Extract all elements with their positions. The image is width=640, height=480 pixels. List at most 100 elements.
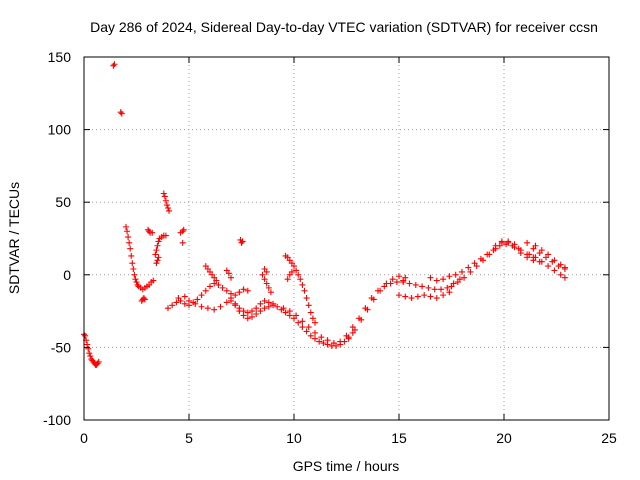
data-point xyxy=(427,293,434,300)
data-point xyxy=(232,300,239,307)
data-point xyxy=(557,271,564,278)
data-point xyxy=(393,279,400,286)
data-point xyxy=(286,308,293,315)
data-point xyxy=(438,286,444,293)
data-point xyxy=(125,234,132,241)
data-point xyxy=(128,252,135,259)
data-point xyxy=(545,263,552,270)
data-point xyxy=(492,242,499,249)
data-point xyxy=(351,326,358,333)
data-point xyxy=(265,284,272,291)
data-point xyxy=(307,309,314,316)
data-point xyxy=(161,193,168,200)
data-point xyxy=(152,251,159,258)
data-point xyxy=(498,238,505,245)
data-point xyxy=(288,268,295,275)
data-point xyxy=(202,287,209,294)
data-point xyxy=(129,260,136,267)
data-point xyxy=(459,268,465,275)
data-point xyxy=(282,309,289,316)
data-point xyxy=(134,281,141,288)
data-point xyxy=(406,280,413,287)
data-point xyxy=(284,276,291,283)
data-point xyxy=(412,281,419,288)
data-point xyxy=(198,292,205,299)
data-point xyxy=(364,306,371,313)
data-point xyxy=(211,306,218,313)
x-tick-label: 25 xyxy=(601,430,617,446)
data-point xyxy=(446,289,453,296)
data-point xyxy=(204,305,211,312)
data-point xyxy=(259,271,266,278)
data-point xyxy=(225,270,232,277)
data-point xyxy=(165,205,171,212)
y-tick-label: 100 xyxy=(48,122,72,138)
data-point xyxy=(124,228,131,235)
data-point xyxy=(299,318,306,325)
data-point xyxy=(551,257,558,264)
data-point xyxy=(117,109,124,116)
data-point xyxy=(244,309,251,316)
y-tick-label: 150 xyxy=(48,49,72,65)
data-point xyxy=(408,295,415,302)
data-point xyxy=(217,303,224,310)
data-point xyxy=(213,277,220,284)
data-point xyxy=(345,334,352,341)
y-axis-label: SDTVAR / TECUs xyxy=(6,182,22,294)
data-point xyxy=(526,251,533,258)
data-point xyxy=(153,247,160,254)
data-point xyxy=(465,264,472,271)
data-point xyxy=(440,276,447,283)
data-point xyxy=(305,324,312,331)
data-point xyxy=(166,207,173,214)
data-point xyxy=(261,297,268,304)
data-point xyxy=(545,251,552,258)
data-point xyxy=(551,267,558,274)
data-point xyxy=(511,244,518,251)
chart-title: Day 286 of 2024, Sidereal Day-to-day VTE… xyxy=(90,19,598,35)
data-point xyxy=(118,110,125,117)
data-point xyxy=(267,289,274,296)
data-point xyxy=(402,293,409,300)
data-point xyxy=(85,345,92,352)
data-point xyxy=(316,338,323,345)
data-point xyxy=(414,293,421,300)
data-point xyxy=(141,296,148,303)
data-point xyxy=(461,274,468,281)
data-point xyxy=(427,274,434,281)
data-point xyxy=(291,263,297,270)
data-point xyxy=(309,315,316,322)
x-tick-label: 20 xyxy=(496,430,512,446)
data-point xyxy=(383,280,390,287)
data-point xyxy=(130,265,137,272)
data-point xyxy=(274,303,281,310)
data-point xyxy=(86,350,93,357)
data-point xyxy=(132,276,139,283)
data-point xyxy=(162,232,169,239)
data-point xyxy=(257,300,264,307)
data-point xyxy=(87,353,94,360)
data-point xyxy=(295,319,302,326)
data-point xyxy=(186,297,192,304)
grid xyxy=(84,57,609,420)
data-point xyxy=(433,295,440,302)
data-point xyxy=(473,263,480,270)
data-point xyxy=(181,300,188,307)
data-point xyxy=(181,293,188,300)
data-point xyxy=(312,329,318,336)
y-tick-label: 50 xyxy=(55,194,71,210)
x-tick-label: 0 xyxy=(80,430,88,446)
data-point xyxy=(84,341,91,348)
data-point xyxy=(400,277,407,284)
data-point xyxy=(236,305,243,312)
data-point xyxy=(123,223,129,230)
data-point xyxy=(307,332,314,339)
data-point xyxy=(133,279,140,286)
data-point xyxy=(82,332,89,339)
data-point xyxy=(111,61,118,68)
data-point xyxy=(215,281,222,288)
data-point xyxy=(249,313,255,320)
data-point xyxy=(154,242,161,249)
data-point xyxy=(261,305,268,312)
